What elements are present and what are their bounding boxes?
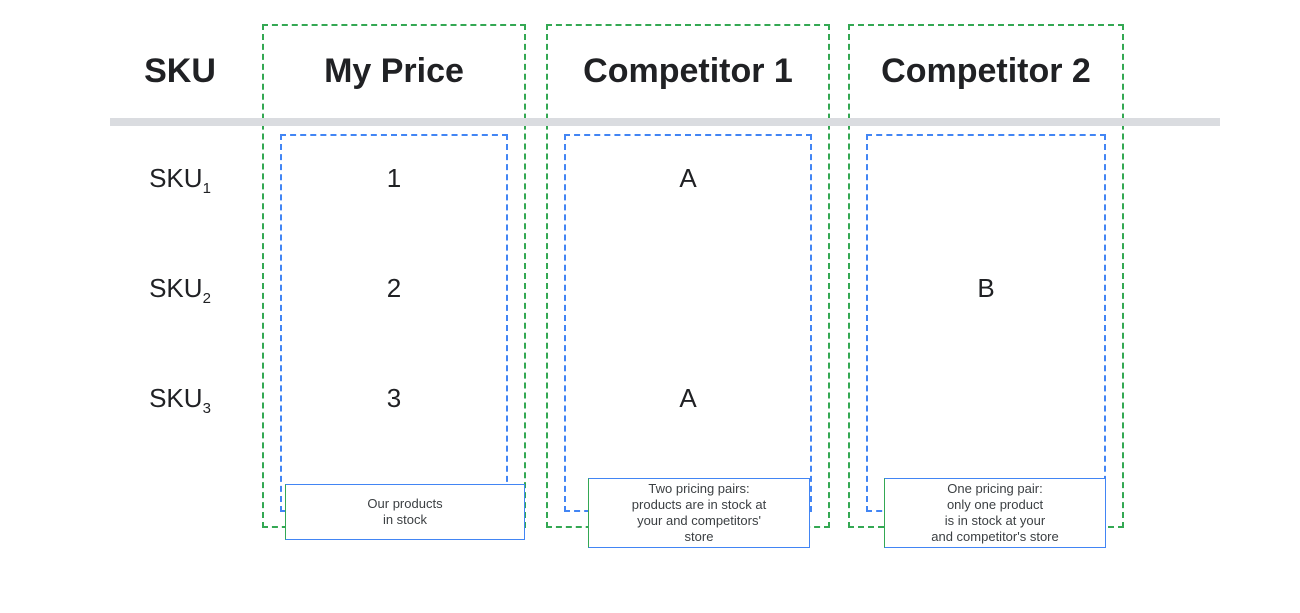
header-price: My Price bbox=[266, 52, 522, 91]
sku-sub-row0: 1 bbox=[203, 180, 211, 197]
sku-base-row2: SKU bbox=[149, 383, 202, 413]
price-row1: 2 bbox=[266, 271, 522, 305]
comp2-row1: B bbox=[846, 271, 1126, 305]
comp2-row2 bbox=[846, 381, 1126, 415]
header-comp1: Competitor 1 bbox=[548, 52, 828, 91]
caption-comp1: Two pricing pairs: products are in stock… bbox=[588, 478, 810, 548]
comp1-row0: A bbox=[548, 161, 828, 195]
header-divider bbox=[110, 118, 1220, 126]
price-row0: 1 bbox=[266, 161, 522, 195]
sku-label-row2: SKU3 bbox=[100, 381, 260, 415]
sku-sub-row1: 2 bbox=[203, 290, 211, 307]
header-sku: SKU bbox=[100, 52, 260, 91]
sku-base-row0: SKU bbox=[149, 163, 202, 193]
sku-base-row1: SKU bbox=[149, 273, 202, 303]
sku-label-row0: SKU1 bbox=[100, 161, 260, 195]
comp2-row0 bbox=[846, 161, 1126, 195]
diagram-stage: SKU My Price Competitor 1 Competitor 2 S… bbox=[0, 0, 1300, 613]
caption-price: Our products in stock bbox=[285, 484, 525, 540]
caption-comp1-text: Two pricing pairs: products are in stock… bbox=[632, 481, 766, 546]
sku-sub-row2: 3 bbox=[203, 400, 211, 417]
comp1-row1 bbox=[548, 271, 828, 305]
caption-comp2: One pricing pair: only one product is in… bbox=[884, 478, 1106, 548]
header-comp2: Competitor 2 bbox=[846, 52, 1126, 91]
comp1-row2: A bbox=[548, 381, 828, 415]
sku-label-row1: SKU2 bbox=[100, 271, 260, 305]
caption-comp2-text: One pricing pair: only one product is in… bbox=[931, 481, 1059, 546]
caption-price-text: Our products in stock bbox=[367, 496, 442, 529]
price-row2: 3 bbox=[266, 381, 522, 415]
